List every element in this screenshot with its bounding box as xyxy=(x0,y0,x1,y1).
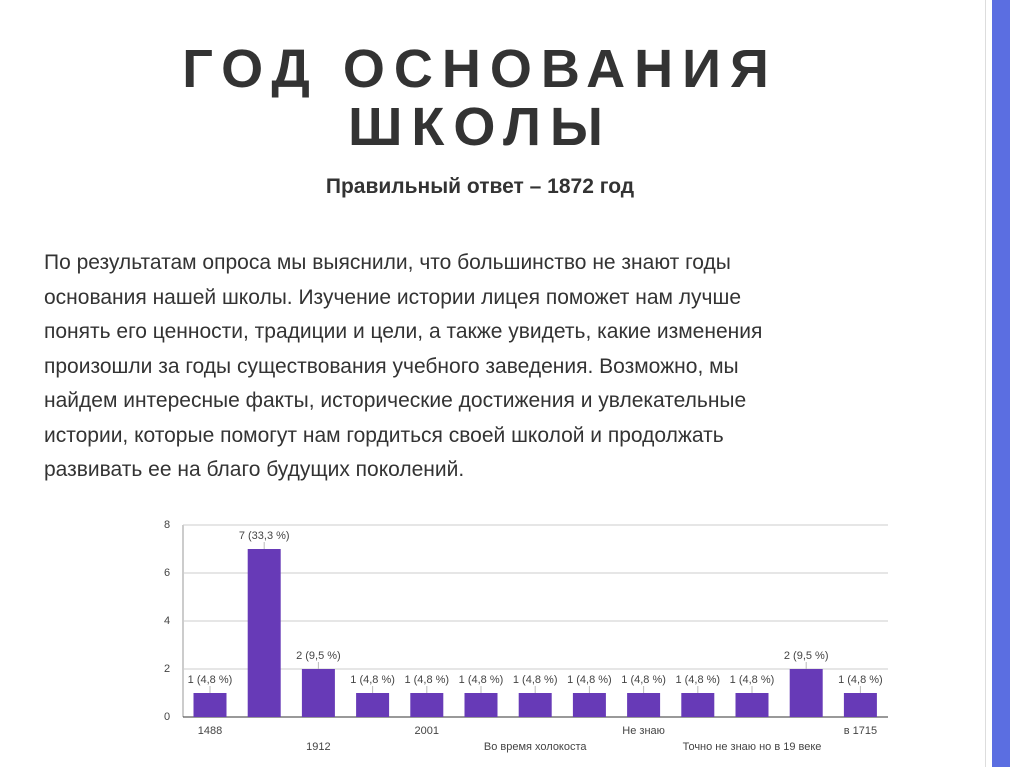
bar xyxy=(518,693,552,717)
bar xyxy=(572,693,606,717)
paragraph-line: понять его ценности, традиции и цели, а … xyxy=(44,320,763,343)
title-line: ШКОЛЫ xyxy=(348,97,612,157)
bar xyxy=(627,693,661,717)
y-tick-label: 8 xyxy=(164,519,170,531)
paragraph-line: найдем интересные факты, исторические до… xyxy=(44,389,747,412)
x-tick-label: 1488 xyxy=(198,725,222,737)
slide-title: ГОД ОСНОВАНИЯ ШКОЛЫ xyxy=(80,40,880,156)
x-tick-label: 2001 xyxy=(415,725,439,737)
value-label: 1 (4,8 %) xyxy=(730,674,775,686)
value-label: 1 (4,8 %) xyxy=(404,674,449,686)
bar xyxy=(301,669,335,717)
bar xyxy=(681,693,715,717)
bar xyxy=(193,693,227,717)
value-label: 1 (4,8 %) xyxy=(188,674,233,686)
x-tick-label: 1912 xyxy=(306,741,330,753)
paragraph-line: По результатам опроса мы выяснили, что б… xyxy=(44,251,731,274)
paragraph: По результатам опроса мы выяснили, что б… xyxy=(44,246,762,488)
accent-bar xyxy=(992,0,1010,767)
bar xyxy=(247,549,281,717)
subtitle: Правильный ответ – 1872 год xyxy=(325,175,635,198)
x-tick-label: в 1715 xyxy=(844,725,877,737)
paragraph-line: развивать ее на благо будущих поколений. xyxy=(44,458,465,481)
y-tick-label: 4 xyxy=(164,615,170,627)
x-tick-label: Не знаю xyxy=(622,725,665,737)
paragraph-line: произошли за годы существования учебного… xyxy=(44,354,739,378)
value-label: 1 (4,8 %) xyxy=(459,674,504,686)
divider xyxy=(985,0,986,767)
y-tick-label: 2 xyxy=(164,663,170,675)
y-tick-label: 6 xyxy=(164,567,170,579)
value-label: 2 (9,5 %) xyxy=(784,650,829,662)
bar xyxy=(843,693,877,717)
value-label: 1 (4,8 %) xyxy=(675,674,720,686)
value-label: 1 (4,8 %) xyxy=(567,674,612,686)
value-label: 7 (33,3 %) xyxy=(239,530,290,542)
bar xyxy=(356,693,390,717)
value-label: 2 (9,5 %) xyxy=(296,650,341,662)
bar xyxy=(410,693,444,717)
value-label: 1 (4,8 %) xyxy=(621,674,666,686)
value-label: 1 (4,8 %) xyxy=(350,674,395,686)
bar xyxy=(464,693,498,717)
title-line: ГОД ОСНОВАНИЯ xyxy=(182,39,778,99)
x-tick-label: Во время холокоста xyxy=(484,741,588,753)
bar xyxy=(735,693,769,717)
value-label: 1 (4,8 %) xyxy=(838,674,883,686)
x-tick-label: Точно не знаю но в 19 веке xyxy=(683,741,822,753)
paragraph-line: основания нашей школы. Изучение истории … xyxy=(44,285,742,309)
y-tick-label: 0 xyxy=(164,711,170,723)
value-label: 1 (4,8 %) xyxy=(513,674,558,686)
bar xyxy=(789,669,823,717)
paragraph-line: истории, которые помогут нам гордиться с… xyxy=(44,423,724,447)
